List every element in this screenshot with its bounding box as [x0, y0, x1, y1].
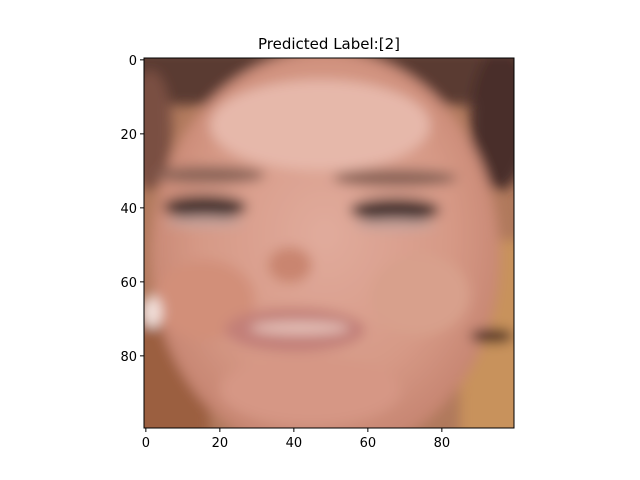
left-eye-lid — [165, 216, 245, 228]
y-tick-label: 0 — [129, 54, 137, 69]
right-eye-lid — [353, 219, 437, 231]
right-cheek — [370, 255, 470, 335]
y-tick-label: 20 — [120, 128, 137, 143]
plot-title: Predicted Label:[2] — [258, 35, 400, 53]
y-tick-label: 60 — [120, 276, 137, 291]
x-axis-ticks: 0 20 40 60 80 — [142, 428, 450, 451]
x-tick-label: 60 — [360, 436, 377, 451]
axes-frame — [143, 57, 515, 429]
x-tick-label: 40 — [286, 436, 303, 451]
forehead-highlight — [210, 80, 430, 170]
chin — [220, 355, 400, 425]
y-tick-label: 40 — [120, 202, 137, 217]
teeth — [250, 321, 350, 335]
right-dark-spot — [470, 329, 514, 343]
y-tick-label: 80 — [120, 350, 137, 365]
left-cheek — [155, 260, 255, 340]
hair-right — [470, 58, 514, 190]
hair-left — [144, 70, 172, 190]
y-axis-ticks: 0 20 40 60 80 — [120, 54, 144, 365]
left-eyebrow — [155, 166, 265, 184]
x-tick-label: 0 — [142, 436, 150, 451]
left-eye — [163, 195, 247, 219]
x-tick-label: 80 — [434, 436, 451, 451]
face-photo — [144, 58, 514, 428]
left-highlight — [144, 296, 162, 328]
x-tick-label: 20 — [212, 436, 229, 451]
nose — [268, 247, 312, 283]
right-eye — [350, 198, 440, 222]
right-eyebrow — [333, 169, 457, 187]
